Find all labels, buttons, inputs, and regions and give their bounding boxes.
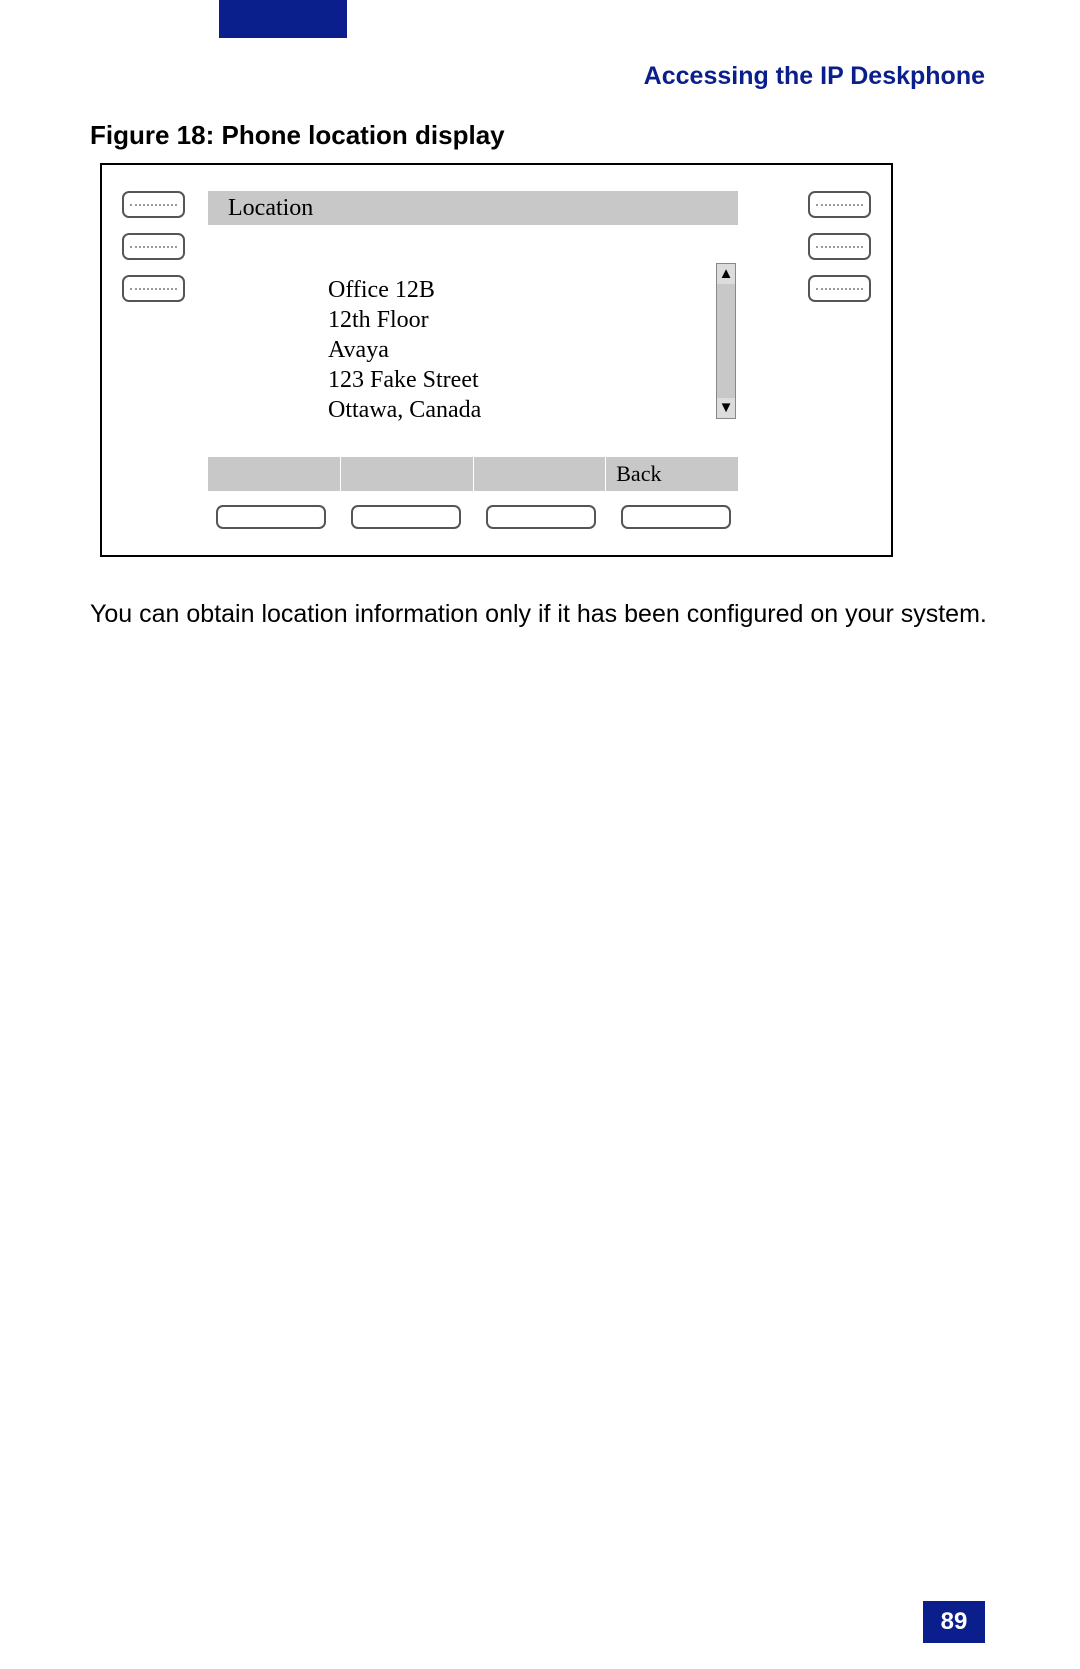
softkey-2 bbox=[340, 457, 473, 491]
line-key-left-3 bbox=[122, 275, 185, 302]
soft-button-2 bbox=[351, 505, 461, 529]
location-text: Office 12B 12th Floor Avaya 123 Fake Str… bbox=[328, 275, 481, 425]
phone-illustration: Location ▲ ▼ Office 12B 12th Floor Avaya… bbox=[116, 179, 877, 541]
softkey-3 bbox=[473, 457, 606, 491]
scrollbar: ▲ ▼ bbox=[716, 263, 736, 419]
scroll-up-icon: ▲ bbox=[717, 264, 735, 284]
figure-caption: Figure 18: Phone location display bbox=[90, 120, 505, 151]
line-key-right-2 bbox=[808, 233, 871, 260]
line-key-left-1 bbox=[122, 191, 185, 218]
soft-button-1 bbox=[216, 505, 326, 529]
screen-body: ▲ ▼ Office 12B 12th Floor Avaya 123 Fake… bbox=[208, 225, 738, 457]
header-accent-block bbox=[219, 0, 347, 38]
location-line: 123 Fake Street bbox=[328, 365, 481, 395]
location-line: Ottawa, Canada bbox=[328, 395, 481, 425]
phone-screen: Location ▲ ▼ Office 12B 12th Floor Avaya… bbox=[208, 191, 738, 491]
body-paragraph: You can obtain location information only… bbox=[90, 598, 990, 632]
softkey-row: Back bbox=[208, 457, 738, 491]
location-line: 12th Floor bbox=[328, 305, 481, 335]
soft-button-4 bbox=[621, 505, 731, 529]
location-line: Avaya bbox=[328, 335, 481, 365]
figure-box: Location ▲ ▼ Office 12B 12th Floor Avaya… bbox=[100, 163, 893, 557]
section-header: Accessing the IP Deskphone bbox=[644, 62, 985, 91]
line-key-left-2 bbox=[122, 233, 185, 260]
page-number: 89 bbox=[923, 1601, 985, 1643]
softkey-4-back: Back bbox=[605, 457, 738, 491]
soft-button-3 bbox=[486, 505, 596, 529]
softkey-1 bbox=[208, 457, 340, 491]
location-line: Office 12B bbox=[328, 275, 481, 305]
screen-title: Location bbox=[208, 191, 738, 225]
line-key-right-1 bbox=[808, 191, 871, 218]
scroll-down-icon: ▼ bbox=[717, 398, 735, 418]
line-key-right-3 bbox=[808, 275, 871, 302]
